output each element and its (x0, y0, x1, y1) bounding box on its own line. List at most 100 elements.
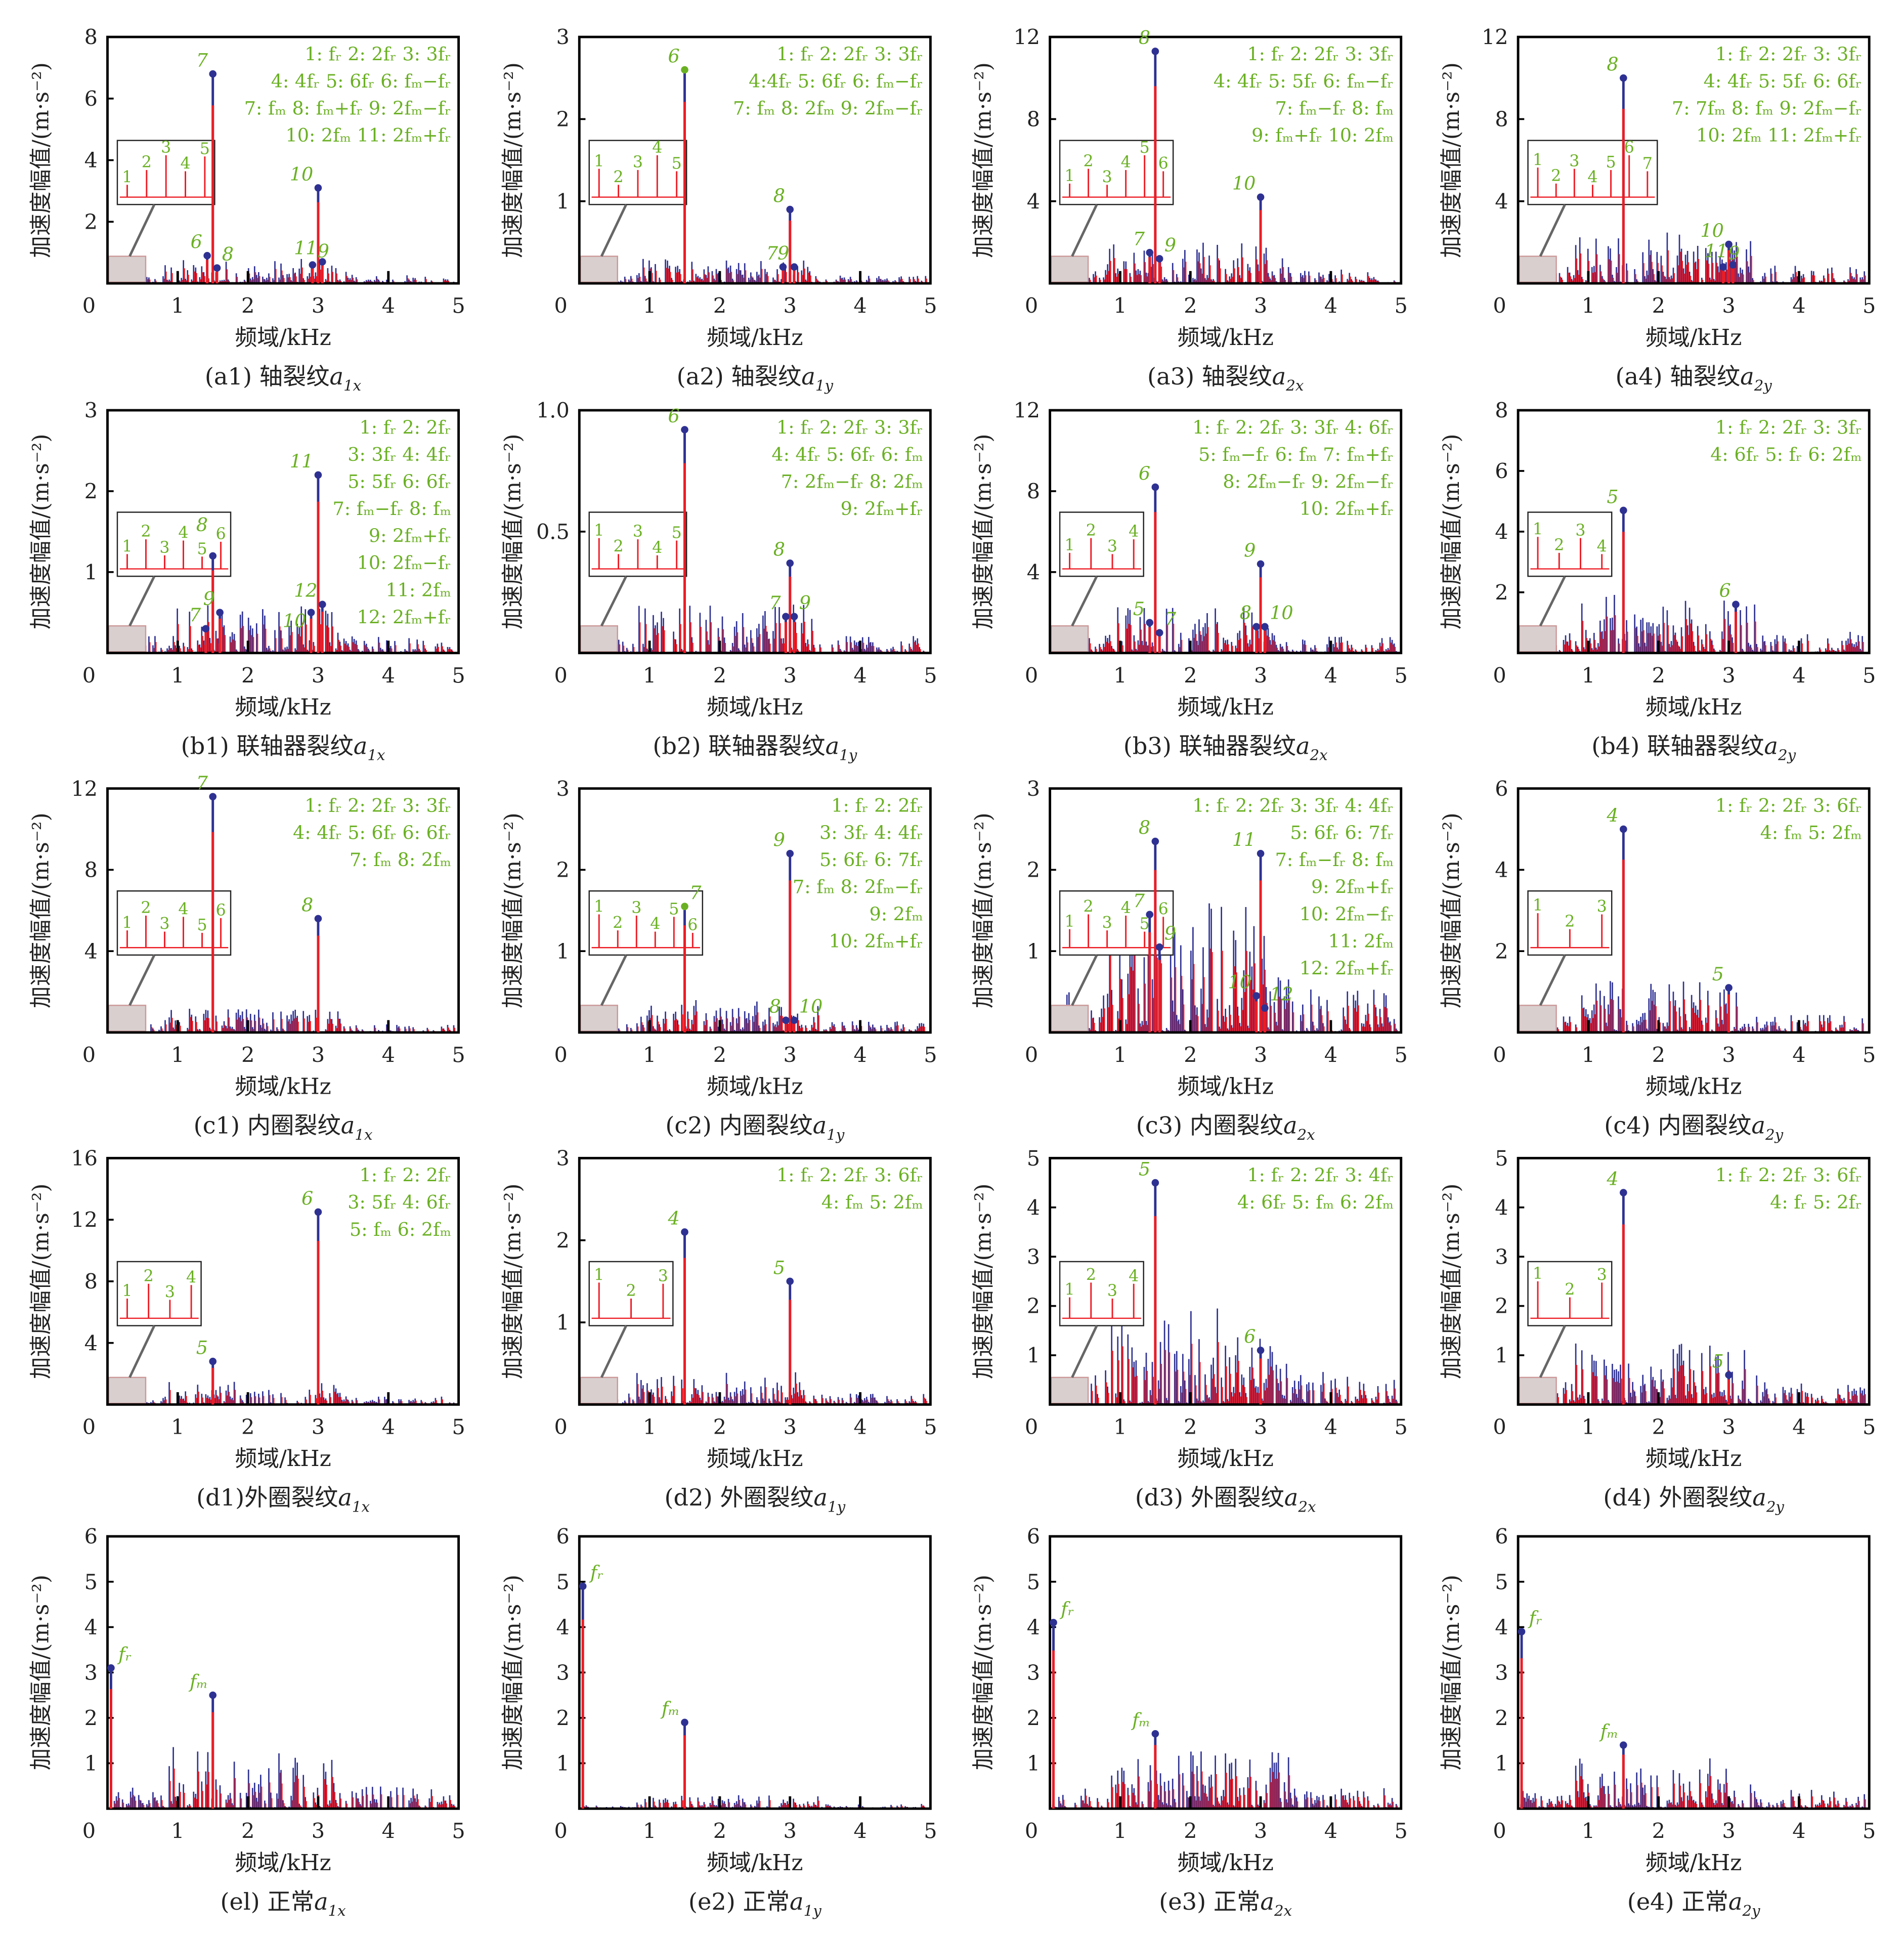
legend-entry: 12: 2fₘ+fᵣ (357, 606, 451, 628)
legend-entry: 4: fₘ 5: 2fₘ (1760, 822, 1862, 844)
legend-entry: 1: fᵣ 2: 2fᵣ 3: 3fᵣ (305, 43, 451, 65)
inset-source-region (1519, 1005, 1557, 1032)
title-subscript: 2y (1754, 377, 1772, 394)
x-tick-label: 3 (784, 663, 797, 687)
inset-peak-label: 3 (159, 915, 169, 933)
title-subscript: 1x (343, 377, 362, 394)
x-axis-label: 频域/kHz (707, 695, 803, 720)
x-tick-label: 0 (554, 663, 568, 687)
peak-marker (203, 252, 211, 260)
x-tick-label: 1 (643, 294, 656, 318)
x-tick-label: 1 (1113, 663, 1127, 687)
x-tick-label: 3 (1722, 1043, 1735, 1067)
legend-entry: 7: 7fₘ 8: fₘ 9: 2fₘ−fᵣ (1672, 97, 1862, 119)
x-tick-label: 5 (1863, 663, 1876, 687)
x-axis-label: 频域/kHz (1646, 1074, 1742, 1100)
y-tick-label: 2 (1495, 939, 1508, 964)
peak-label: 9 (203, 588, 215, 610)
x-axis-label: 频域/kHz (1178, 325, 1274, 351)
x-tick-label: 3 (312, 663, 325, 687)
peak-marker (209, 552, 217, 560)
x-tick-label: 5 (452, 663, 465, 687)
x-tick-label: 2 (241, 294, 254, 318)
inset-peak-label: 6 (687, 916, 698, 934)
title-subscript: 2x (1297, 1126, 1316, 1143)
peak-label: 9 (799, 592, 811, 614)
inset-arrow (600, 204, 628, 257)
peak-marker (1257, 849, 1265, 857)
y-tick-label: 6 (84, 87, 98, 111)
inset-arrow (1539, 204, 1566, 257)
inset-peak-label: 5 (1606, 153, 1616, 171)
inset-peak-label: 4 (1587, 168, 1597, 186)
legend-entry: 1: fᵣ 2: 2fᵣ 3: 3fᵣ (305, 795, 451, 816)
legend-entry: 10: 2fₘ−fᵣ (1300, 903, 1394, 925)
inset-peak-label: 6 (215, 525, 226, 543)
inset-peak-label: 1 (122, 537, 132, 555)
x-tick-label: 1 (1582, 663, 1595, 687)
x-tick-label: 0 (1025, 294, 1038, 318)
inset-peak-label: 3 (631, 899, 641, 917)
x-tick-label: 3 (1722, 294, 1735, 318)
peak-label: 5 (1712, 963, 1724, 985)
y-tick-label: 2 (556, 107, 569, 132)
peak-label: 9 (1244, 539, 1256, 561)
x-tick-label: 5 (452, 1043, 465, 1067)
peak-marker (314, 184, 322, 192)
inset-source-region (580, 255, 618, 283)
x-tick-label: 2 (713, 294, 726, 318)
inset-arrow (128, 204, 156, 257)
peak-marker (1725, 240, 1733, 248)
peak-label: 6 (668, 405, 680, 427)
peak-label: 6 (191, 231, 202, 253)
peak-marker (1261, 623, 1269, 631)
title-prefix: (b3) 联轴器裂纹 (1123, 733, 1296, 760)
y-axis-label: 加速度幅值/(m·s⁻²) (1439, 62, 1464, 258)
title-subscript: 2x (1285, 377, 1304, 394)
legend-entry: 10: 2fₘ−fᵣ (357, 552, 451, 574)
legend-entry: 1: fᵣ 2: 2fᵣ (359, 416, 451, 438)
peak-marker (681, 426, 688, 434)
plot-frame (1049, 787, 1403, 1034)
x-tick-label: 5 (924, 1043, 937, 1067)
inset-source-region (1050, 625, 1089, 653)
y-axis-label: 加速度幅值/(m·s⁻²) (28, 434, 54, 630)
inset-source-region (580, 625, 618, 653)
title-prefix: (c3) 内圈裂纹 (1136, 1112, 1283, 1139)
y-tick-label: 4 (1495, 189, 1508, 213)
y-tick-label: 8 (1027, 480, 1040, 504)
y-tick-label: 3 (1027, 777, 1040, 801)
x-tick-label: 1 (643, 663, 656, 687)
inset-peak-label: 3 (1107, 537, 1117, 555)
peak-marker (213, 264, 221, 272)
x-tick-label: 0 (554, 294, 568, 318)
x-tick-label: 0 (82, 663, 96, 687)
y-axis-label: 加速度幅值/(m·s⁻²) (971, 62, 997, 258)
x-tick-label: 5 (1863, 294, 1876, 318)
peak-marker (309, 261, 317, 269)
peak-label: 8 (769, 996, 781, 1017)
legend-entry: 8: 2fₘ−fᵣ 9: 2fₘ−fᵣ (1223, 470, 1394, 492)
peak-label: 7 (1133, 890, 1145, 912)
inset-peak-label: 1 (122, 168, 132, 186)
x-tick-label: 2 (241, 663, 254, 687)
peak-marker (1732, 600, 1740, 609)
peak-label: 7 (766, 242, 778, 264)
inset-peak-label: 5 (197, 916, 207, 934)
y-tick-label: 8 (84, 858, 98, 882)
x-tick-label: 4 (853, 663, 867, 687)
inset-arrow (1071, 576, 1098, 627)
inset-peak-label: 2 (1565, 913, 1575, 931)
title-variable: a (826, 733, 840, 760)
legend-entry: 1: fᵣ 2: 2fᵣ (831, 795, 923, 816)
peak-label: 10 (1232, 173, 1256, 194)
peak-marker (786, 205, 794, 213)
peak-label: 5 (1133, 598, 1145, 620)
x-tick-label: 0 (82, 1043, 96, 1067)
peak-marker (1257, 560, 1265, 568)
y-tick-label: 1 (1027, 939, 1040, 964)
inset-peak-label: 1 (594, 152, 604, 170)
x-tick-label: 1 (171, 294, 184, 318)
